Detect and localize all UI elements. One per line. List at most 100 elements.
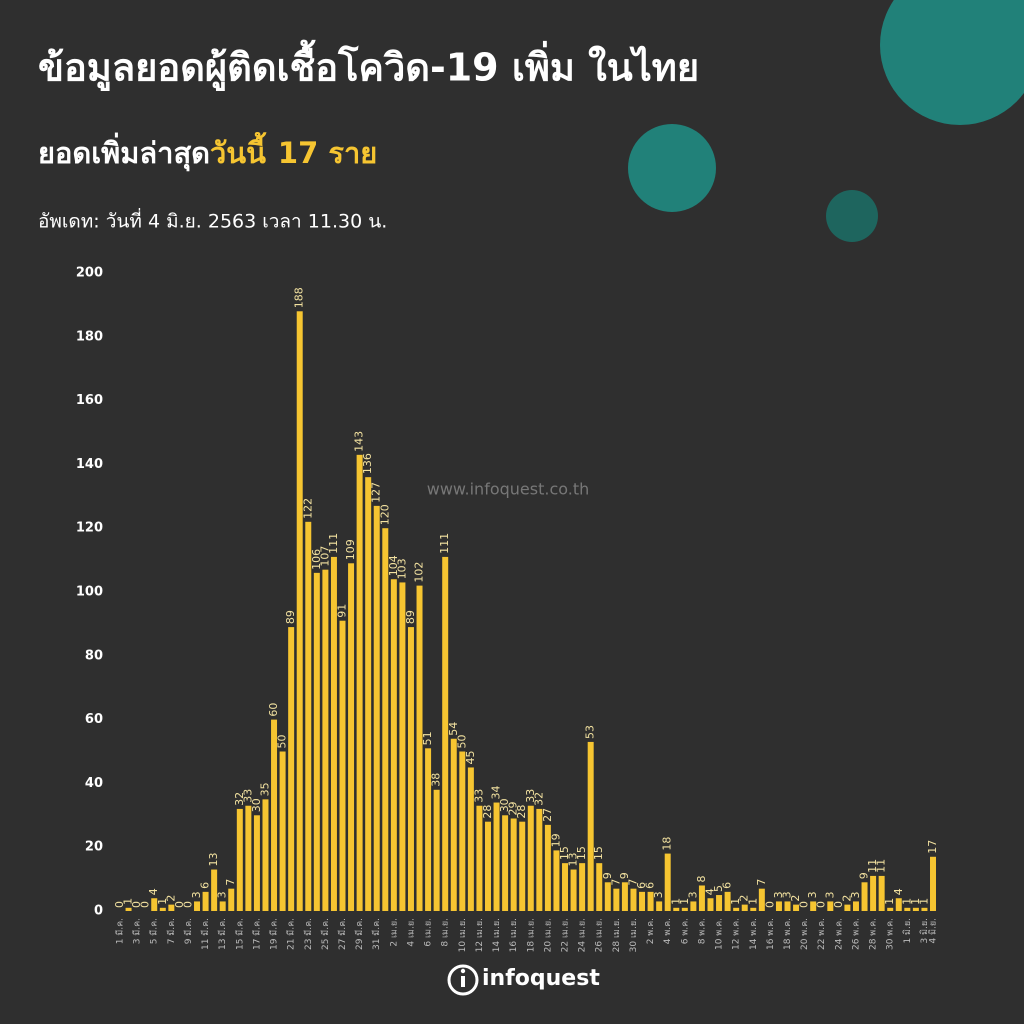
x-tick-label: 6 พ.ค. bbox=[680, 918, 690, 944]
x-tick-label: 17 มี.ค. bbox=[251, 918, 262, 950]
bar bbox=[656, 901, 663, 911]
value-label: 4 bbox=[892, 888, 905, 895]
value-label: 0 bbox=[139, 901, 152, 908]
bar bbox=[202, 891, 209, 911]
value-label: 2 bbox=[738, 895, 751, 902]
bar bbox=[305, 521, 312, 911]
value-label: 33 bbox=[524, 789, 537, 803]
value-label: 1 bbox=[678, 898, 691, 905]
subtitle-count: 17 ราย bbox=[278, 136, 377, 170]
bar bbox=[168, 904, 175, 911]
value-label: 0 bbox=[181, 901, 194, 908]
bar bbox=[288, 627, 295, 911]
x-tick-label: 4 เม.ย. bbox=[406, 918, 416, 947]
value-label: 188 bbox=[293, 287, 306, 308]
bar bbox=[553, 850, 560, 911]
bar bbox=[416, 585, 423, 911]
value-label: 28 bbox=[515, 805, 528, 819]
value-label: 18 bbox=[661, 837, 674, 851]
value-label: 17 bbox=[926, 840, 939, 854]
value-label: 7 bbox=[626, 879, 639, 886]
value-label: 1 bbox=[917, 898, 930, 905]
value-label: 51 bbox=[421, 731, 434, 745]
value-label: 3 bbox=[806, 891, 819, 898]
x-tick-label: 16 เม.ย. bbox=[509, 918, 519, 952]
value-label: 1 bbox=[746, 898, 759, 905]
value-label: 33 bbox=[472, 789, 485, 803]
bar bbox=[450, 738, 457, 911]
value-label: 38 bbox=[430, 773, 443, 787]
value-label: 2 bbox=[840, 895, 853, 902]
value-label: 104 bbox=[387, 555, 400, 576]
bar bbox=[733, 907, 740, 911]
x-tick-label: 30 พ.ค. bbox=[886, 918, 896, 950]
bar bbox=[356, 454, 363, 911]
bar bbox=[673, 907, 680, 911]
bar bbox=[296, 311, 303, 911]
bar bbox=[827, 901, 834, 911]
x-tick-label: 29 มี.ค. bbox=[354, 918, 365, 950]
x-tick-label: 16 พ.ค. bbox=[766, 918, 776, 950]
value-label: 122 bbox=[301, 498, 314, 519]
value-label: 6 bbox=[199, 882, 212, 889]
x-tick-label: 4 พ.ค. bbox=[663, 918, 673, 944]
x-tick-label: 3 มิ.ย. bbox=[919, 918, 930, 944]
x-tick-label: 22 พ.ค. bbox=[817, 918, 827, 950]
virus-decoration bbox=[628, 0, 1024, 242]
x-tick-label: 14 พ.ค. bbox=[749, 918, 759, 950]
bar bbox=[536, 808, 543, 911]
value-label: 8 bbox=[695, 875, 708, 882]
value-label: 6 bbox=[721, 882, 734, 889]
bar bbox=[878, 875, 885, 911]
value-label: 15 bbox=[575, 846, 588, 860]
x-tick-label: 19 มี.ค. bbox=[269, 918, 280, 950]
bar bbox=[724, 891, 731, 911]
logo-icon bbox=[460, 968, 466, 974]
value-label: 1 bbox=[669, 898, 682, 905]
value-label: 5 bbox=[712, 885, 725, 892]
value-label: 3 bbox=[781, 891, 794, 898]
value-label: 50 bbox=[455, 735, 468, 749]
x-tick-label: 30 เม.ย. bbox=[629, 918, 639, 952]
bar bbox=[330, 556, 337, 911]
value-label: 15 bbox=[558, 846, 571, 860]
bar bbox=[194, 901, 201, 911]
x-tick-label: 9 มี.ค. bbox=[183, 918, 194, 944]
value-label: 45 bbox=[464, 750, 477, 764]
y-tick-label: 160 bbox=[76, 393, 103, 408]
bar bbox=[930, 856, 936, 911]
x-tick-label: 11 มี.ค. bbox=[200, 918, 211, 950]
bar bbox=[433, 789, 440, 911]
x-tick-label: 4 มิ.ย. bbox=[928, 918, 939, 944]
subtitle-prefix: ยอดเพิ่มล่าสุด bbox=[38, 132, 210, 171]
value-label: 4 bbox=[147, 888, 160, 895]
bar bbox=[245, 805, 252, 911]
value-label: 3 bbox=[686, 891, 699, 898]
value-label: 103 bbox=[395, 558, 408, 579]
bar bbox=[664, 853, 671, 911]
value-label: 7 bbox=[224, 879, 237, 886]
subtitle: ยอดเพิ่มล่าสุดวันนี้ 17 ราย bbox=[38, 131, 377, 171]
value-label: 111 bbox=[327, 533, 340, 554]
value-label: 3 bbox=[216, 891, 229, 898]
bar bbox=[793, 904, 800, 911]
update-time: อัพเดท: วันที่ 4 มิ.ย. 2563 เวลา 11.30 น… bbox=[38, 208, 387, 233]
bar bbox=[621, 882, 628, 911]
bar bbox=[775, 901, 782, 911]
value-label: 3 bbox=[772, 891, 785, 898]
x-tick-label: 18 พ.ค. bbox=[783, 918, 793, 950]
x-tick-label: 10 พ.ค. bbox=[715, 918, 725, 950]
value-label: 3 bbox=[190, 891, 203, 898]
bar bbox=[365, 477, 372, 911]
bar bbox=[253, 815, 260, 911]
value-label: 0 bbox=[130, 901, 143, 908]
bar bbox=[399, 582, 406, 911]
x-tick-label: 1 มิ.ย. bbox=[902, 918, 913, 944]
bar bbox=[887, 907, 894, 911]
value-label: 3 bbox=[823, 891, 836, 898]
value-label: 13 bbox=[567, 853, 580, 867]
logo-icon bbox=[461, 976, 465, 987]
x-tick-label: 2 พ.ค. bbox=[646, 918, 656, 944]
bar bbox=[279, 751, 286, 911]
